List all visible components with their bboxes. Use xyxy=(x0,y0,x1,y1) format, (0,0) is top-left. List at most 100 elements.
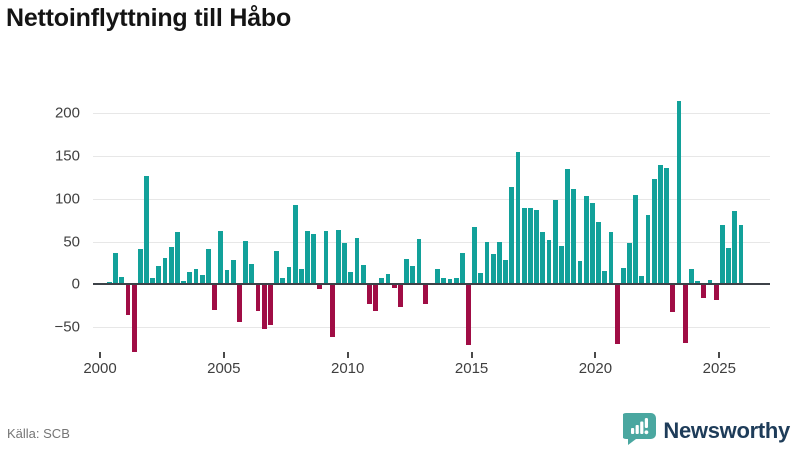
bar-2020Q1 xyxy=(596,221,601,285)
bar-2024Q4 xyxy=(713,285,719,300)
bar-2011Q1 xyxy=(373,285,379,311)
bar-2013Q1 xyxy=(422,285,428,305)
bar-2012Q1 xyxy=(397,285,403,308)
bar-2014Q1 xyxy=(447,279,453,285)
bar-2001Q2 xyxy=(131,285,137,352)
bar-2019Q2 xyxy=(577,261,583,285)
y-axis-label--50: −50 xyxy=(54,318,80,336)
bar-2010Q1 xyxy=(348,271,354,285)
bar-2014Q4 xyxy=(466,285,471,346)
bar-2007Q1 xyxy=(274,250,279,285)
bar-2001Q3 xyxy=(137,249,143,285)
bar-2005Q3 xyxy=(236,285,242,323)
x-axis-tick-2000 xyxy=(99,352,101,358)
bar-2003Q2 xyxy=(181,280,187,285)
x-axis-label-2025: 2025 xyxy=(702,360,736,377)
bar-2010Q3 xyxy=(360,264,366,285)
bar-2023Q2 xyxy=(676,101,682,285)
bar-2002Q3 xyxy=(162,257,168,285)
bar-2025Q1 xyxy=(720,225,725,285)
bar-2023Q3 xyxy=(682,285,688,343)
bar-2009Q4 xyxy=(342,243,348,285)
bar-2014Q2 xyxy=(453,278,459,285)
bar-2005Q2 xyxy=(230,259,236,285)
bar-2005Q1 xyxy=(224,269,230,285)
bar-2008Q3 xyxy=(311,233,317,285)
zero-axis-line xyxy=(93,283,770,286)
bar-2015Q1 xyxy=(472,227,478,285)
bar-2006Q2 xyxy=(255,285,261,311)
source-note: Källa: SCB xyxy=(7,426,70,441)
bar-2019Q4 xyxy=(589,203,595,285)
bar-2006Q1 xyxy=(249,263,255,285)
y-axis-label-50: 50 xyxy=(63,233,80,250)
gridline-200 xyxy=(93,113,770,115)
bar-2017Q1 xyxy=(521,208,527,285)
x-axis-tick-2020 xyxy=(594,352,597,358)
bar-2007Q2 xyxy=(280,277,286,285)
newsworthy-logo-icon xyxy=(621,411,657,450)
bar-2023Q4 xyxy=(689,268,694,285)
bar-2008Q1 xyxy=(298,268,304,285)
x-axis-tick-2010 xyxy=(346,352,349,358)
y-axis-label-100: 100 xyxy=(54,190,80,208)
bar-2004Q2 xyxy=(206,249,211,285)
bar-2012Q2 xyxy=(404,258,409,285)
bar-2002Q1 xyxy=(150,277,156,285)
bar-2025Q3 xyxy=(732,210,738,285)
y-axis-label-200: 200 xyxy=(54,104,80,122)
bar-2022Q4 xyxy=(664,168,670,285)
x-axis-tick-2025 xyxy=(718,352,721,358)
x-axis-label-2010: 2010 xyxy=(331,360,365,377)
bar-2010Q2 xyxy=(354,238,360,285)
newsworthy-branding: Newsworthy xyxy=(621,411,790,450)
x-axis-label-2015: 2015 xyxy=(454,360,489,377)
bar-2019Q1 xyxy=(571,188,577,285)
bar-2005Q4 xyxy=(243,240,248,285)
bar-2015Q3 xyxy=(484,242,490,285)
bar-2015Q2 xyxy=(478,273,484,285)
bar-2009Q3 xyxy=(336,230,341,285)
bar-2018Q2 xyxy=(552,199,558,285)
bar-2002Q4 xyxy=(168,246,174,285)
bar-2004Q4 xyxy=(218,231,224,285)
gridline-150 xyxy=(93,156,770,157)
newsworthy-wordmark: Newsworthy xyxy=(663,417,790,443)
gridline-50 xyxy=(93,241,770,243)
bar-2020Q4 xyxy=(614,285,620,345)
chart-title: Nettoinflyttning till Håbo xyxy=(6,4,292,32)
bar-2023Q1 xyxy=(670,285,676,312)
bar-2022Q3 xyxy=(658,165,663,285)
bar-2003Q3 xyxy=(187,272,193,285)
bar-2016Q2 xyxy=(503,260,509,285)
bar-2010Q4 xyxy=(367,285,372,305)
x-axis-label-2000: 2000 xyxy=(83,360,117,377)
bar-2021Q3 xyxy=(633,194,639,285)
bar-2001Q1 xyxy=(125,285,131,316)
x-axis-label-2020: 2020 xyxy=(578,360,613,377)
bar-2000Q2 xyxy=(106,281,112,285)
bar-2017Q3 xyxy=(534,209,540,285)
bar-2006Q4 xyxy=(267,285,273,325)
bar-2004Q1 xyxy=(199,274,205,285)
bar-2024Q3 xyxy=(707,280,713,285)
bar-2024Q1 xyxy=(695,280,701,285)
bar-2018Q3 xyxy=(558,245,564,285)
y-axis-label-0: 0 xyxy=(71,275,80,293)
x-axis-tick-2005 xyxy=(222,352,225,358)
bar-2018Q4 xyxy=(565,168,570,285)
x-axis-tick-2015 xyxy=(470,352,473,358)
bar-2009Q2 xyxy=(329,285,335,337)
bar-2019Q3 xyxy=(583,196,589,285)
bar-2004Q3 xyxy=(212,285,218,311)
bar-2025Q4 xyxy=(738,225,744,285)
bar-2007Q4 xyxy=(292,204,298,285)
bar-2017Q2 xyxy=(528,208,533,285)
bar-2013Q4 xyxy=(441,277,447,285)
x-axis-label-2005: 2005 xyxy=(207,360,241,377)
bar-2003Q1 xyxy=(175,232,180,285)
bar-2024Q2 xyxy=(701,285,707,299)
gridline-100 xyxy=(93,198,770,200)
bar-2009Q1 xyxy=(323,231,329,285)
